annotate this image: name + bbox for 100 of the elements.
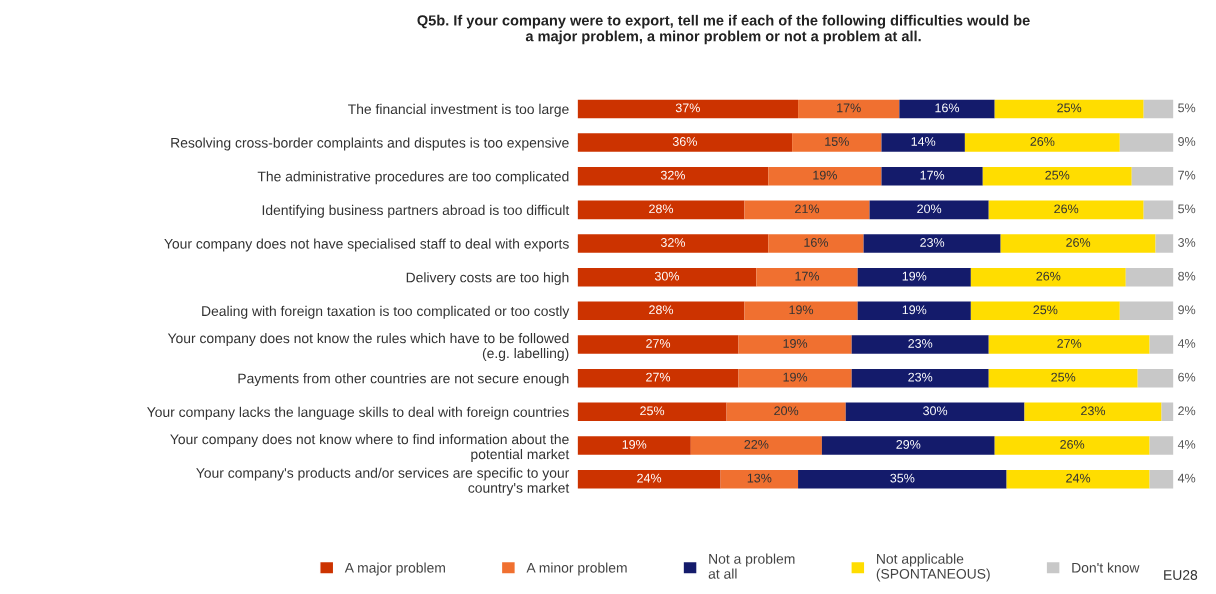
bar [577,402,727,422]
data-label: 9% [1178,137,1196,146]
data-label: 19% [783,339,808,348]
data-label: 28% [649,305,674,315]
bar [577,368,739,388]
data-label: 4% [1177,473,1196,483]
bar [577,335,739,354]
bar [690,436,822,455]
data-label: 8% [1178,271,1196,281]
data-label: 24% [1066,473,1091,483]
bar [1119,301,1174,321]
bar [1131,166,1174,186]
bar [1161,402,1174,422]
data-label: 29% [896,440,921,449]
bar [1149,436,1174,455]
bar [1143,200,1174,220]
bar [792,133,882,152]
y-tick-label: The financial investment is too large [348,103,569,117]
data-label: 16% [935,103,960,113]
bar [744,301,858,321]
text: EU28 [1164,570,1198,580]
data-label: 36% [672,137,697,146]
y-tick-label: Payments from other countries are not secure enough [238,373,569,387]
data-label: 21% [795,204,820,214]
data-label: 19% [902,305,927,315]
data-label: 4% [1177,440,1196,449]
bar [881,133,965,152]
bar [988,335,1150,354]
data-label: 23% [908,372,933,382]
bar [970,267,1126,287]
bar [1137,368,1174,388]
data-label: 30% [923,406,948,416]
bar [881,166,983,186]
bar [577,133,793,152]
bar [851,368,989,388]
bar [756,267,858,287]
bar [744,200,870,220]
bar [738,335,852,354]
y-tick-label: Your company does not have specialised staff to deal with exports [164,238,569,252]
bar [577,200,745,220]
bar [798,99,900,119]
data-label: 26% [1060,440,1085,449]
bar [988,200,1144,220]
data-label: 27% [646,339,671,348]
bar [1125,267,1174,287]
data-label: 23% [1081,406,1106,416]
data-label: 5% [1178,204,1196,214]
data-label: 32% [660,170,685,180]
data-label: 19% [813,170,837,180]
bar [869,200,989,220]
legend-label: Not applicable (SPONTANEOUS) [876,553,990,582]
data-label: 19% [622,440,647,449]
data-label: 32% [660,238,685,247]
data-label: 14% [911,137,936,146]
data-label: 20% [774,406,799,416]
bar [988,368,1138,388]
data-label: 6% [1178,372,1196,382]
y-tick-label: Resolving cross-border complaints and disputes is too expensive [171,137,569,151]
bar [577,267,757,287]
legend-label: A major problem [344,562,445,576]
data-label: 25% [1057,103,1082,113]
y-tick-label: Your company lacks the language skills to deal with foreign countries [147,406,569,420]
y-tick-label: Your company does not know the rules which have to be followed (e.g. labelling) [167,333,569,361]
data-label: 24% [637,473,662,483]
chart-title: Q5b. If your company were to export, tell me if each of the following difficulties would be a major problem, a minor problem or not a problem at all. [417,14,1030,45]
bar [577,99,799,119]
data-label: 23% [908,339,933,348]
data-label: 5% [1178,103,1196,113]
data-label: 25% [640,406,665,416]
data-label: 26% [1036,271,1061,281]
data-label: 19% [783,372,808,382]
bar [1155,234,1174,253]
bar [1143,99,1174,119]
data-label: 37% [675,103,700,113]
data-label: 27% [1057,339,1082,348]
bar [1000,234,1156,253]
data-label: 25% [1033,305,1058,315]
legend-label: Not a problem at all [708,553,795,579]
data-label: 26% [1054,204,1079,214]
data-label: 27% [646,372,671,382]
bar [577,301,745,321]
bar [768,166,882,186]
data-label: 28% [649,204,674,214]
legend-label: A minor problem [526,562,627,576]
data-label: 19% [902,271,927,281]
y-tick-label: Your company does not know where to find information about the potential market [170,433,570,462]
data-label: 22% [744,440,769,449]
data-label: 25% [1045,170,1070,180]
bar [738,368,852,388]
bar [1024,402,1162,422]
bar [964,133,1120,152]
bar [994,99,1144,119]
bar [857,301,971,321]
data-label: 17% [795,271,820,281]
bar [577,469,721,489]
legend-label: Don't know [1072,562,1140,573]
bar [851,335,989,354]
data-label: 2% [1178,406,1196,416]
y-tick-label: The administrative procedures are too complicated [257,171,569,185]
bar [845,402,1025,422]
